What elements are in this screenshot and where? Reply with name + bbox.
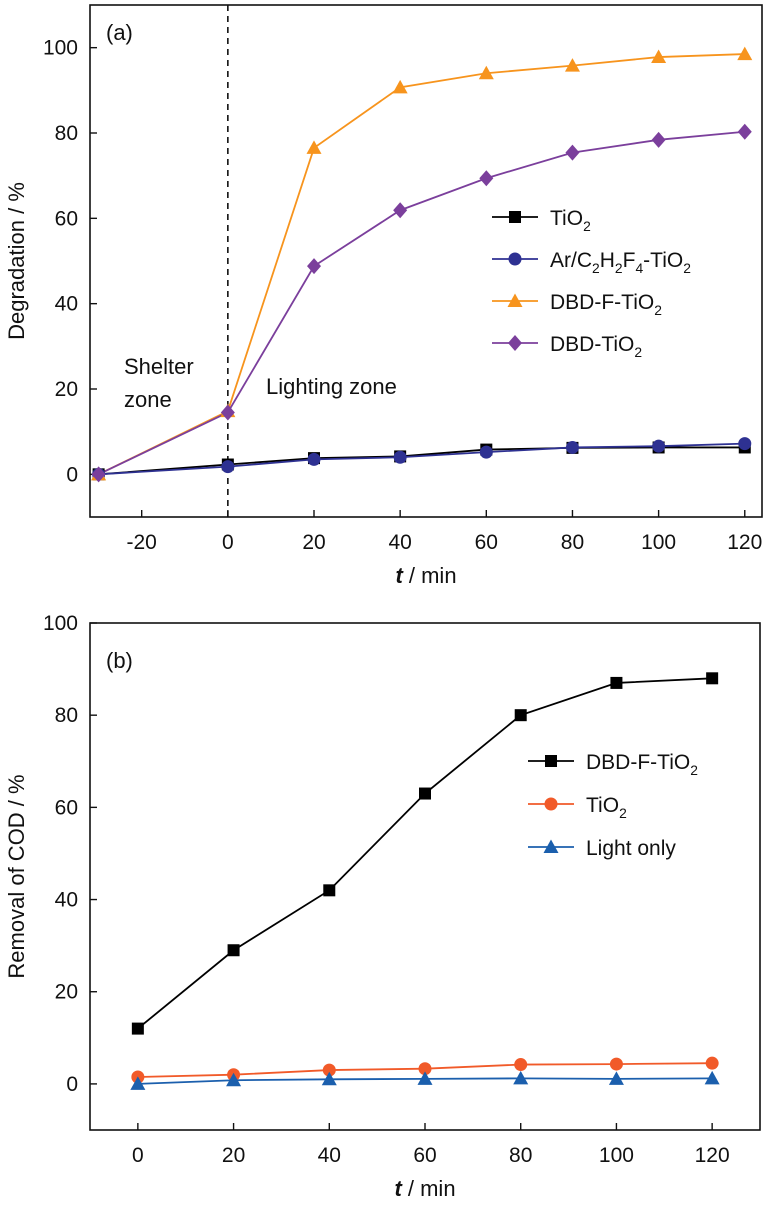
x-tick-label: 120 (727, 531, 762, 554)
legend-marker-3 (508, 335, 522, 351)
annotation-lighting: Lighting zone (266, 374, 397, 399)
y-tick-label: 20 (55, 378, 78, 401)
panel-label: (a) (106, 20, 133, 45)
x-tick-label: 60 (475, 531, 498, 554)
data-point-s0-6 (706, 672, 718, 684)
x-tick-label: 80 (509, 1144, 532, 1167)
x-tick-label: 80 (561, 531, 584, 554)
legend-label-2: Light only (586, 837, 676, 860)
y-tick-label: 100 (43, 612, 78, 635)
x-tick-label: 0 (132, 1144, 144, 1167)
x-tick-label: 100 (599, 1144, 634, 1167)
legend-label-3: DBD-TiO2 (550, 333, 642, 360)
data-point-s3-1 (221, 404, 235, 420)
x-tick-label: 60 (413, 1144, 436, 1167)
data-point-s2-7 (737, 47, 752, 61)
data-point-s3-7 (738, 124, 752, 140)
data-point-s1-1 (221, 460, 234, 473)
y-tick-label: 60 (55, 207, 78, 230)
data-point-s0-4 (515, 709, 527, 721)
legend-label-0: TiO2 (550, 207, 591, 234)
x-tick-label: -20 (127, 531, 157, 554)
legend-label-1: Ar/C2H2F4-TiO2 (550, 249, 691, 276)
panel-label: (b) (106, 648, 133, 673)
y-tick-label: 20 (55, 981, 78, 1004)
y-tick-label: 0 (66, 463, 78, 486)
data-point-s3-6 (652, 132, 666, 148)
legend-label-1: TiO2 (586, 794, 627, 821)
data-point-s1-6 (652, 440, 665, 453)
y-axis-label: Degradation / % (4, 182, 29, 340)
plot-frame (90, 623, 760, 1130)
x-tick-label: 20 (222, 1144, 245, 1167)
x-tick-label: 0 (222, 531, 234, 554)
y-tick-label: 40 (55, 293, 78, 316)
data-point-s1-7 (738, 437, 751, 450)
x-tick-label: 100 (641, 531, 676, 554)
y-tick-label: 60 (55, 796, 78, 819)
data-point-s1-5 (566, 441, 579, 454)
data-point-s3-4 (479, 170, 493, 186)
x-tick-label: 20 (302, 531, 325, 554)
data-point-s0-5 (610, 677, 622, 689)
y-tick-label: 0 (66, 1073, 78, 1096)
data-point-s0-0 (132, 1023, 144, 1035)
legend-marker-1 (545, 798, 558, 811)
x-tick-label: 40 (388, 531, 411, 554)
y-tick-label: 80 (55, 122, 78, 145)
annotation-shelter-line1: Shelter (124, 354, 194, 379)
y-tick-label: 40 (55, 889, 78, 912)
data-point-s1-5 (610, 1058, 623, 1071)
annotation-shelter-line2: zone (124, 387, 172, 412)
y-tick-label: 100 (43, 37, 78, 60)
legend-marker-1 (509, 253, 522, 266)
data-point-s1-2 (308, 453, 321, 466)
data-point-s0-1 (228, 944, 240, 956)
data-point-s3-3 (393, 202, 407, 218)
data-point-s0-3 (419, 788, 431, 800)
legend-label-0: DBD-F-TiO2 (586, 751, 698, 778)
legend-marker-0 (545, 755, 557, 767)
data-point-s2-2 (307, 140, 322, 154)
data-point-s3-5 (565, 145, 579, 161)
legend-label-2: DBD-F-TiO2 (550, 291, 662, 318)
data-point-s0-2 (323, 884, 335, 896)
x-axis-label: t / min (395, 563, 456, 588)
chart-panel-b: 0 20 40 60 80 100 120 0 20 40 60 80 100 t / min Remova… (4, 612, 760, 1201)
data-point-s1-3 (394, 451, 407, 464)
x-axis-label: t / min (394, 1176, 455, 1201)
data-point-s1-4 (480, 446, 493, 459)
data-point-s3-2 (307, 258, 321, 274)
x-tick-label: 40 (318, 1144, 341, 1167)
figure: -20 0 20 40 60 80 100 120 0 20 40 60 80 100 t / min Deg… (0, 0, 768, 1206)
data-point-s1-6 (706, 1057, 719, 1070)
chart-panel-a: -20 0 20 40 60 80 100 120 0 20 40 60 80 100 t / min Deg… (4, 5, 762, 588)
legend-marker-0 (509, 211, 521, 223)
series-line-0 (99, 447, 745, 474)
x-tick-label: 120 (695, 1144, 730, 1167)
data-point-s1-4 (514, 1058, 527, 1071)
y-tick-label: 80 (55, 704, 78, 727)
y-axis-label: Removal of COD / % (4, 774, 29, 978)
